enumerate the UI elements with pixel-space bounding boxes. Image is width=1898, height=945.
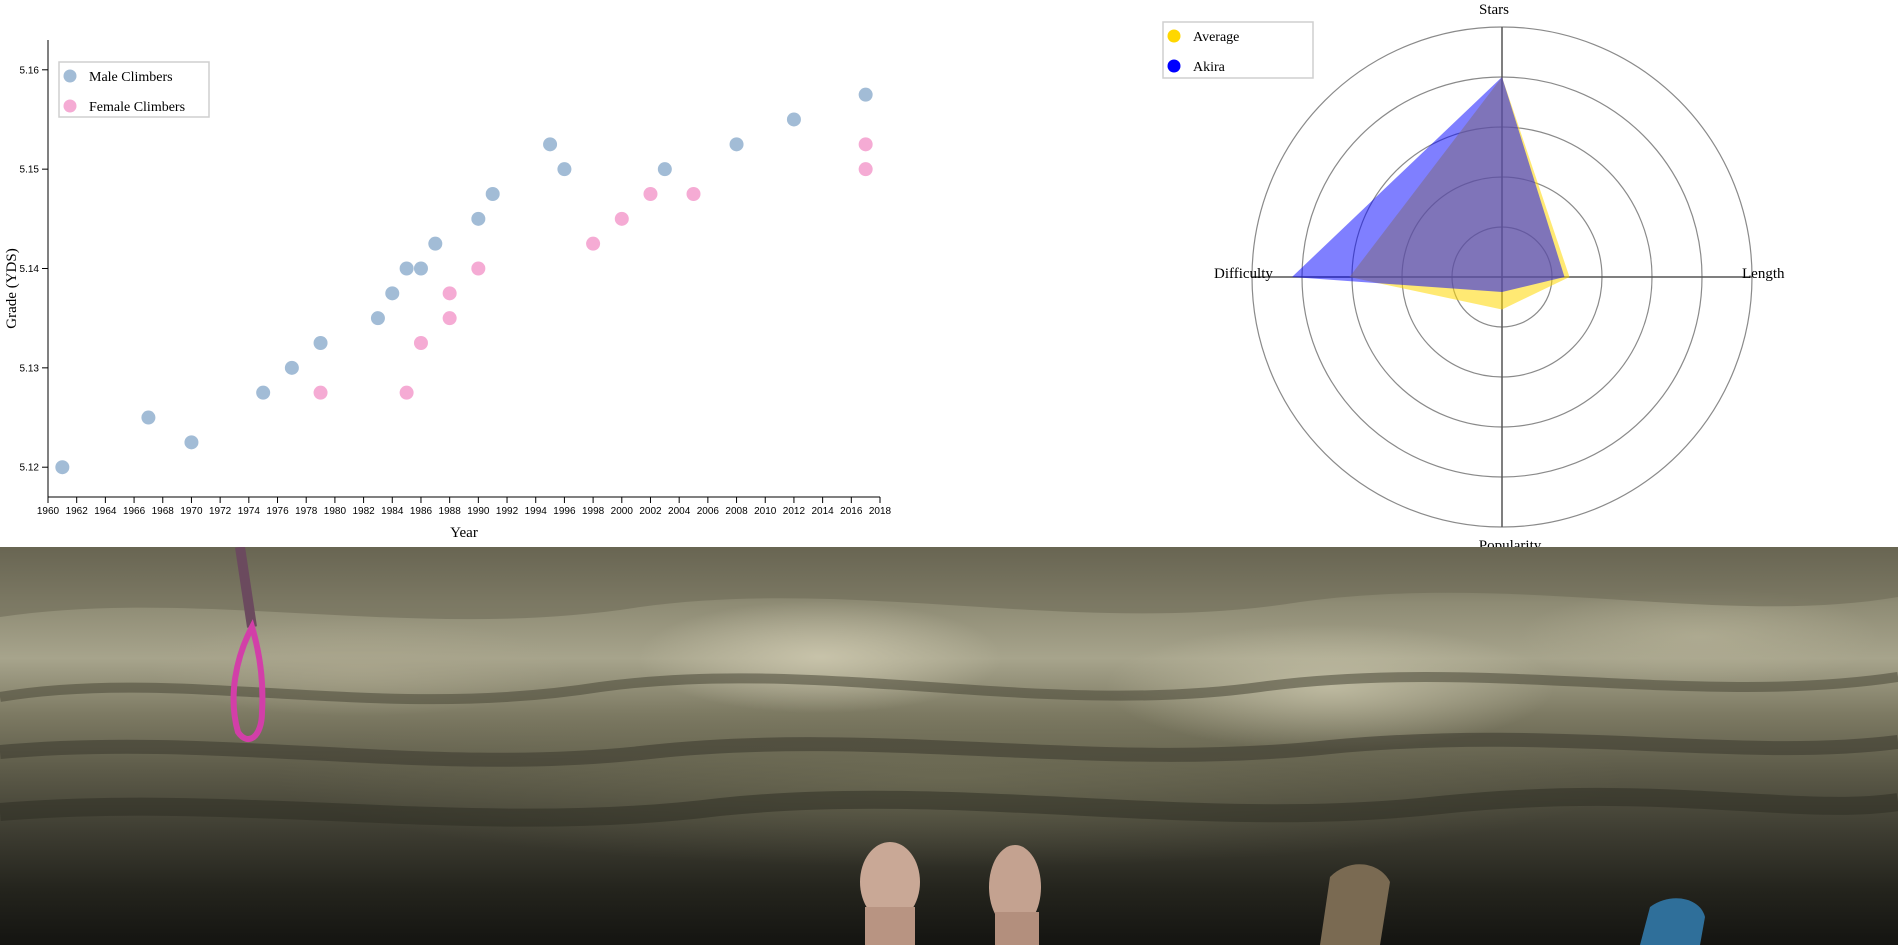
radar-legend: Average Akira [1162,21,1314,79]
x-tick-label: 1964 [94,506,117,517]
data-point [428,236,443,251]
y-tick-label: 5.16 [20,65,40,76]
data-point [184,435,199,450]
scatter-axes: 5.12 5.13 5.14 5.15 5.16 1960 1962 1964 1966 1968… [20,40,892,517]
x-tick-label: 2002 [639,506,662,517]
legend-label: Male Climbers [89,70,173,85]
data-point [413,336,428,351]
x-tick-label: 1998 [582,506,605,517]
x-tick-label: 1986 [410,506,433,517]
data-point [543,137,558,152]
data-point [858,162,873,177]
data-point [657,162,672,177]
data-point [643,186,658,201]
data-point [686,186,701,201]
data-point [256,385,271,400]
grade-scatter-chart: 5.12 5.13 5.14 5.15 5.16 1960 1962 1964 1966 1968… [4,40,892,541]
data-point [471,211,486,226]
x-tick-label: 2010 [754,506,777,517]
data-point [399,261,414,276]
data-point [141,410,156,425]
data-point [370,311,385,326]
scatter-legend: Male Climbers Female Climbers [58,61,210,118]
x-tick-label: 2006 [697,506,720,517]
x-tick-label: 1984 [381,506,404,517]
data-point [55,460,70,475]
radar-areas [1292,77,1570,310]
x-tick-label: 1972 [209,506,232,517]
data-point [399,385,414,400]
x-tick-label: 1978 [295,506,318,517]
legend-swatch [1167,29,1181,43]
radar-axis-label: Length [1742,266,1785,282]
y-axis-title: Grade (YDS) [4,248,20,328]
data-point [442,286,457,301]
scatter-points [55,87,873,475]
x-tick-label: 1970 [180,506,203,517]
x-tick-label: 1990 [467,506,490,517]
x-axis-title: Year [450,525,478,541]
x-tick-label: 1960 [37,506,60,517]
data-point [614,211,629,226]
x-tick-label: 2018 [869,506,892,517]
data-point [729,137,744,152]
data-point [313,336,328,351]
y-tick-label: 5.15 [20,165,40,176]
x-tick-label: 1992 [496,506,519,517]
radar-area [1292,77,1565,292]
data-point [442,311,457,326]
x-tick-label: 1974 [238,506,261,517]
y-tick-label: 5.14 [20,264,40,275]
radar-axis-labels: Stars Length Popularity Difficulty [1214,2,1785,547]
legend-box [1162,21,1314,79]
x-tick-label: 1994 [525,506,548,517]
x-tick-label: 1982 [352,506,375,517]
x-tick-label: 2016 [840,506,863,517]
x-tick-label: 2008 [725,506,748,517]
x-tick-label: 1966 [123,506,146,517]
data-point [284,360,299,375]
data-point [313,385,328,400]
climbing-overhang-photo [0,547,1898,945]
data-point [413,261,428,276]
data-point [586,236,601,251]
legend-label: Akira [1193,60,1226,75]
y-tick-label: 5.13 [20,363,40,374]
x-tick-label: 1962 [66,506,89,517]
data-point [471,261,486,276]
data-point [858,87,873,102]
x-tick-label: 1980 [324,506,347,517]
data-point [786,112,801,127]
legend-swatch [63,69,77,83]
x-tick-label: 1996 [553,506,576,517]
radar-axis-label: Difficulty [1214,266,1273,282]
legend-label: Average [1193,30,1239,45]
legend-swatch [1167,59,1181,73]
x-tick-label: 1976 [266,506,289,517]
x-tick-label: 2004 [668,506,691,517]
x-tick-label: 1988 [439,506,462,517]
x-tick-label: 2000 [611,506,634,517]
data-point [485,186,500,201]
data-point [858,137,873,152]
data-point [557,162,572,177]
data-point [385,286,400,301]
x-tick-label: 2014 [811,506,834,517]
legend-box [58,61,210,118]
radar-axis-label: Popularity [1479,538,1542,547]
radar-axis-label: Stars [1479,2,1509,18]
legend-label: Female Climbers [89,100,185,115]
x-tick-label: 1968 [152,506,175,517]
y-tick-label: 5.12 [20,463,40,474]
x-tick-label: 2012 [783,506,806,517]
climbing-overhang-photo-icon [0,547,1898,945]
legend-swatch [63,99,77,113]
